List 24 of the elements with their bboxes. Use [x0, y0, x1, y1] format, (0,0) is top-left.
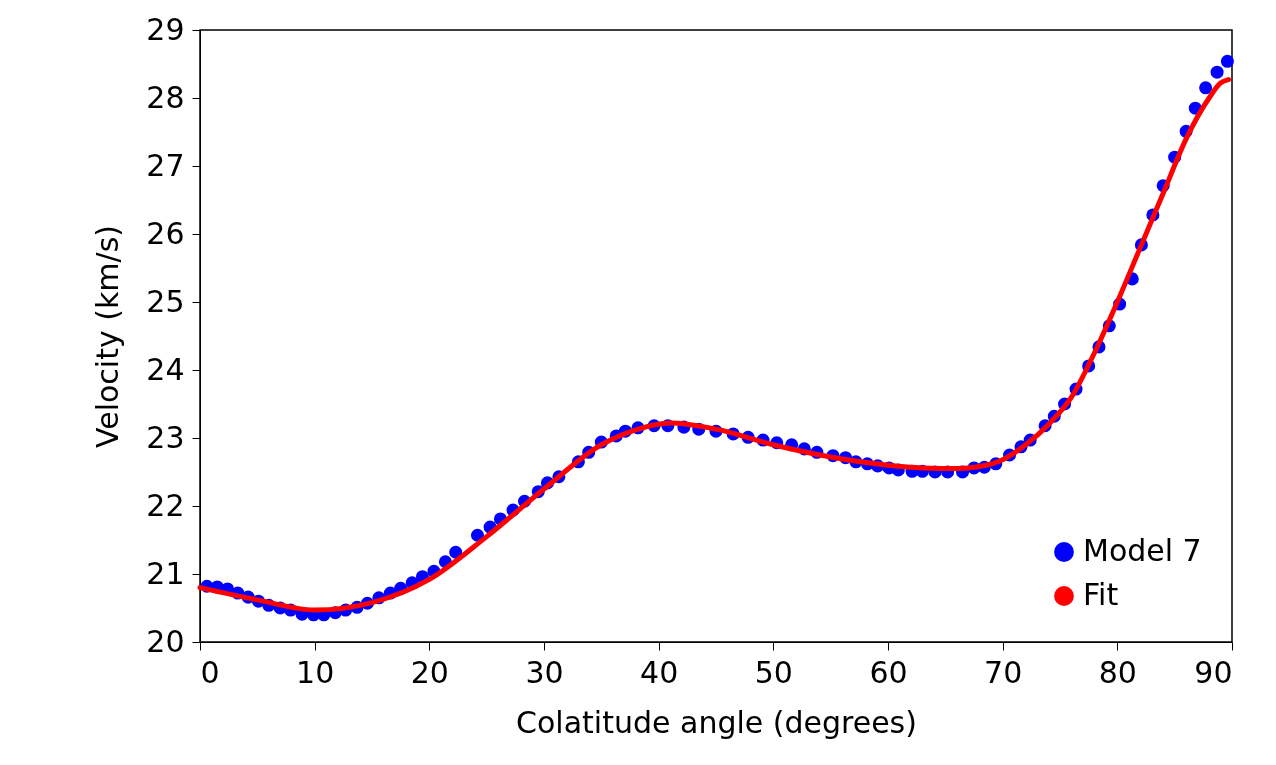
y-axis-title: Velocity (km/s)	[90, 225, 126, 448]
legend-label: Model 7	[1083, 533, 1202, 568]
legend-label: Fit	[1083, 577, 1119, 612]
y-tick-label: 24	[146, 351, 185, 387]
y-tick-label: 23	[146, 419, 185, 455]
x-tick-label: 90	[1194, 654, 1233, 690]
y-tick-label: 20	[146, 623, 185, 659]
x-tick-label: 40	[640, 654, 679, 690]
x-tick-label: 30	[525, 654, 564, 690]
x-axis-title: Colatitude angle (degrees)	[516, 704, 917, 740]
y-tick-label: 25	[146, 283, 185, 319]
x-tick-label: 50	[754, 654, 793, 690]
y-tick-label: 22	[146, 487, 185, 523]
x-tick-label: 60	[869, 654, 908, 690]
y-tick-label: 21	[146, 555, 185, 591]
x-tick-label: 20	[410, 654, 449, 690]
x-tick-label: 70	[984, 654, 1023, 690]
x-tick-label: 10	[296, 654, 335, 690]
y-tick-label: 27	[146, 147, 185, 183]
y-tick-label: 26	[146, 215, 185, 251]
x-tick-label: 0	[200, 654, 220, 690]
y-tick-label: 28	[146, 79, 185, 115]
y-tick-label: 29	[146, 11, 185, 47]
x-tick-label: 80	[1098, 654, 1137, 690]
